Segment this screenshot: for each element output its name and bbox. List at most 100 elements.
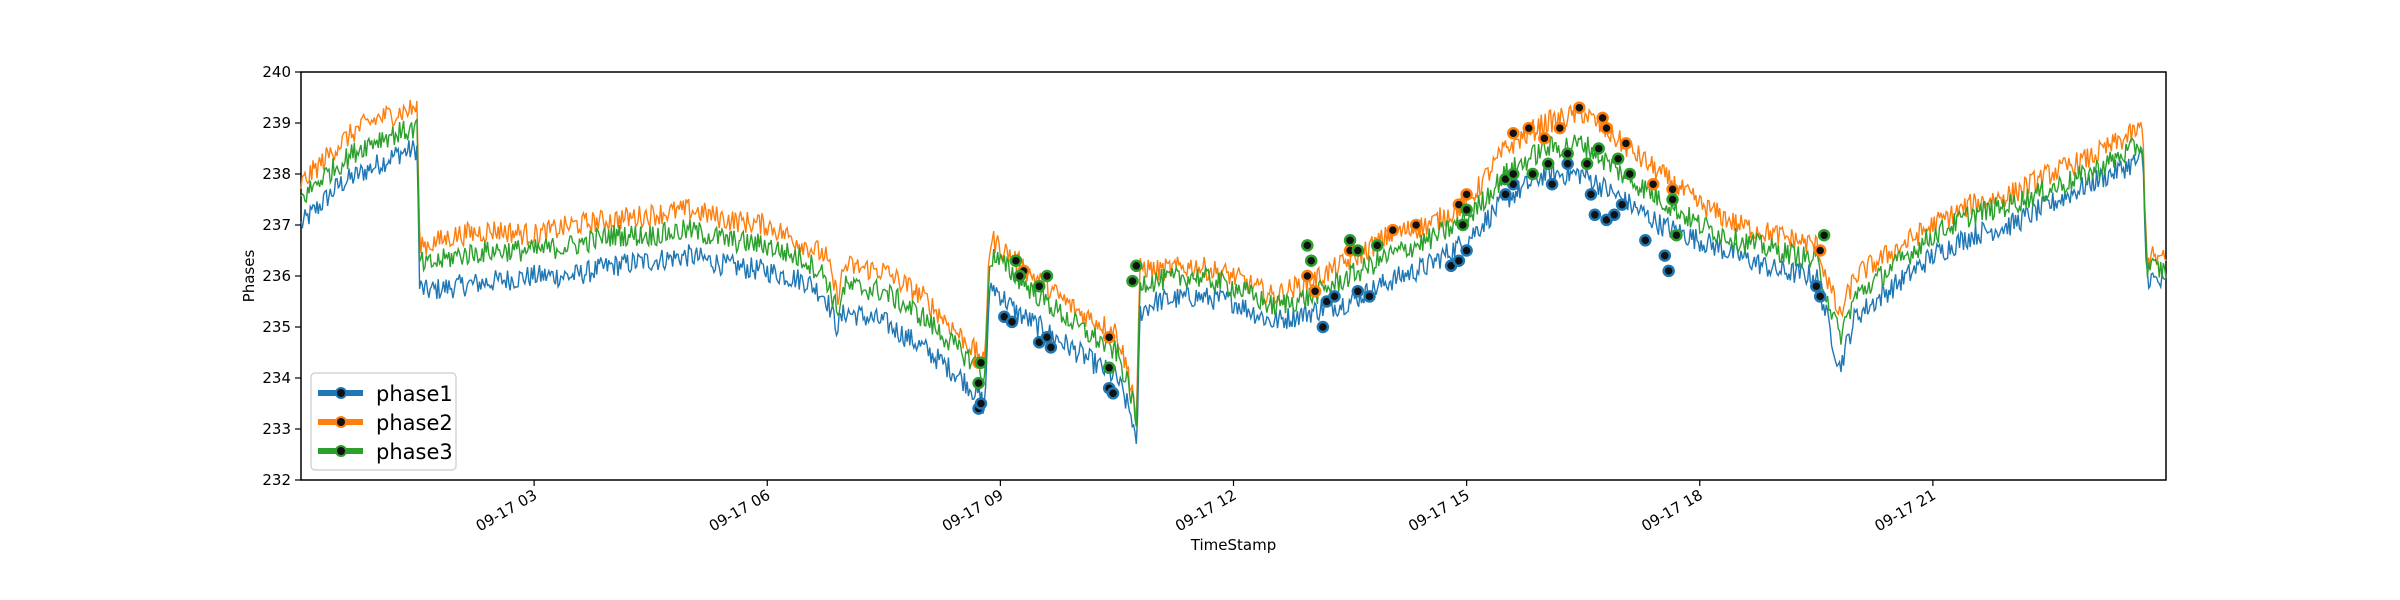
anomaly-point-phase1 [1588,208,1602,222]
x-tick-label: 09-17 15 [1405,486,1472,535]
anomaly-point-phase2 [1600,121,1613,135]
anomaly-point-phase3 [1013,269,1027,283]
anomaly-point-phase3 [1670,228,1683,242]
y-tick-label: 238 [262,165,291,183]
anomaly-point-phase3 [1623,167,1637,181]
anomaly-point-phase3 [1561,147,1574,160]
legend-label-phase2: phase2 [376,411,453,435]
anomaly-point-phase2 [1507,126,1520,140]
anomaly-point-phase1 [1615,198,1629,211]
anomaly-point-phase3 [1009,254,1023,267]
anomaly-point-phase2 [1619,137,1633,150]
anomaly-point-phase3 [1456,218,1469,232]
x-axis-label: TimeStamp [1190,536,1276,554]
anomaly-point-phase1 [1460,244,1473,257]
anomaly-point-phase1 [1452,254,1466,267]
y-tick-label: 235 [262,318,291,336]
anomaly-point-phase1 [1106,387,1120,400]
anomaly-point-phase1 [1499,188,1512,201]
legend: phase1 phase2 phase3 [310,372,457,471]
anomaly-point-phase1 [974,397,988,410]
y-tick-label: 239 [262,114,291,132]
anomaly-point-phase1 [1351,285,1365,298]
y-tick-label: 236 [262,267,291,285]
series-layer [300,99,2167,444]
anomaly-layer [972,101,1831,415]
anomaly-point-phase2 [1308,285,1322,298]
anomaly-point-phase1 [1040,330,1054,344]
anomaly-point-phase3 [1032,279,1046,293]
anomaly-point-phase3 [974,356,988,369]
anomaly-point-phase3 [1580,157,1594,171]
anomaly-point-phase3 [1817,228,1831,242]
anomaly-point-phase3 [1130,259,1143,273]
y-tick-label: 234 [262,369,291,387]
anomaly-point-phase3 [1343,234,1357,247]
plot-area [300,71,2167,481]
legend-label-phase1: phase1 [376,382,453,406]
anomaly-point-phase1 [1561,157,1574,171]
anomaly-point-phase3 [1507,167,1520,181]
anomaly-point-phase2 [1460,188,1473,201]
legend-marker-phase2 [335,416,347,428]
x-tick-label: 09-17 21 [1871,486,1938,535]
anomaly-point-phase2 [1386,223,1400,237]
anomaly-point-phase2 [1813,244,1827,257]
anomaly-point-phase3 [1666,193,1679,206]
x-tick-label: 09-17 09 [939,486,1006,535]
anomaly-point-phase1 [1608,208,1621,222]
anomaly-point-phase1 [1810,279,1823,293]
anomaly-point-phase2 [1538,132,1551,145]
anomaly-point-phase3 [1592,142,1605,155]
anomaly-point-phase3 [1040,269,1054,283]
anomaly-point-phase3 [1611,152,1625,165]
anomaly-point-phase1 [1662,264,1675,278]
anomaly-point-phase1 [1658,249,1672,262]
anomaly-point-phase3 [1126,274,1139,288]
y-tick-label: 237 [262,216,291,234]
anomaly-point-phase3 [1526,167,1539,181]
series-line-phase3 [300,117,2167,427]
anomaly-point-phase1 [1328,290,1341,303]
legend-box [310,372,457,471]
anomaly-point-phase3 [1351,244,1365,257]
x-tick-label: 09-17 18 [1638,486,1705,535]
anomaly-point-phase3 [1541,157,1555,171]
y-axis: 232 233 234 235 236 237 238 239 240 [262,63,301,489]
legend-marker-phase1 [335,387,347,399]
x-tick-label: 09-17 12 [1172,486,1239,535]
anomaly-point-phase2 [1573,101,1586,114]
anomaly-point-phase2 [1666,183,1679,196]
anomaly-point-phase2 [1646,177,1660,191]
y-axis-label: Phases [240,250,258,303]
anomaly-point-phase1 [1813,290,1827,303]
anomaly-point-phase2 [1522,121,1536,135]
anomaly-point-phase2 [1301,269,1314,283]
legend-marker-phase3 [335,445,347,457]
anomaly-point-phase1 [1363,290,1376,303]
y-tick-label: 233 [262,420,291,438]
anomaly-point-phase3 [1301,239,1314,252]
anomaly-point-phase1 [1545,177,1559,191]
legend-label-phase3: phase3 [376,440,453,464]
anomaly-point-phase1 [1639,234,1652,247]
x-axis: 09-17 03 09-17 06 09-17 09 09-17 12 09-17 15… [473,480,1939,535]
y-tick-label: 232 [262,471,291,489]
series-line-phase1 [300,140,2167,444]
y-tick-label: 240 [262,63,291,81]
x-tick-label: 09-17 06 [706,486,773,535]
anomaly-point-phase3 [1460,203,1473,216]
anomaly-point-phase3 [1371,239,1384,252]
anomaly-point-phase1 [1044,341,1058,354]
x-tick-label: 09-17 03 [473,486,540,535]
anomaly-point-phase2 [1596,111,1609,125]
anomaly-point-phase3 [972,376,985,390]
anomaly-point-phase2 [1409,218,1423,232]
anomaly-point-phase1 [1316,320,1330,334]
anomaly-point-phase3 [1304,254,1318,267]
anomaly-point-phase2 [1102,330,1116,344]
anomaly-point-phase1 [1584,188,1598,201]
anomaly-point-phase1 [1005,315,1019,329]
series-line-phase2 [300,99,2167,422]
